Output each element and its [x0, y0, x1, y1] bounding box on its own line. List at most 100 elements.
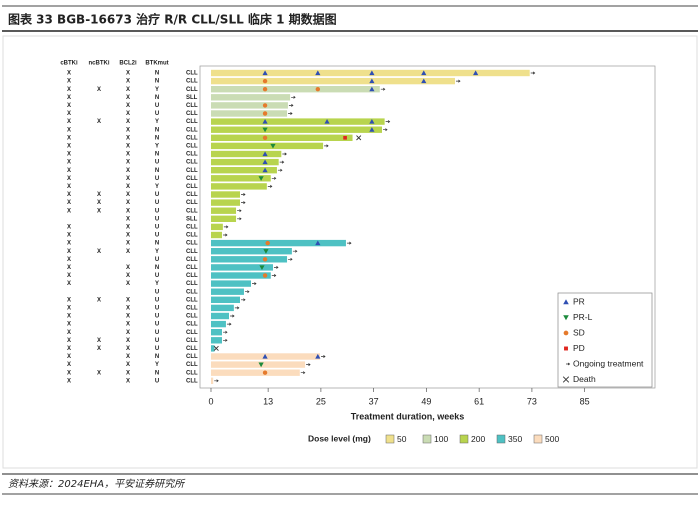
pr-l-marker [262, 127, 268, 133]
row-flag: X [126, 168, 130, 174]
row-flag: N [155, 241, 159, 247]
row-disease: CLL [186, 224, 198, 230]
row-flag: X [126, 71, 130, 77]
ongoing-marker [383, 128, 388, 132]
row-flag: X [126, 224, 130, 230]
x-tick-label: 85 [580, 396, 590, 406]
row-flag: X [126, 176, 130, 182]
ongoing-marker [530, 71, 536, 75]
row-flag: U [155, 378, 159, 384]
ongoing-marker [300, 371, 306, 375]
row-flag: X [126, 314, 130, 320]
row-flag: X [67, 111, 71, 117]
duration-bar [210, 320, 226, 328]
ongoing-marker [292, 249, 298, 253]
x-tick-label: 73 [527, 396, 537, 406]
pd-marker [343, 135, 347, 140]
pr-marker [315, 353, 321, 359]
row-flag: X [126, 362, 130, 368]
row-disease: CLL [186, 370, 198, 376]
sd-marker [262, 78, 268, 84]
ongoing-marker [346, 241, 352, 245]
row-flag: X [67, 103, 71, 109]
row-flag: X [67, 200, 71, 206]
row-disease: CLL [186, 330, 198, 336]
dose-swatch [533, 434, 543, 444]
row-flag: X [126, 103, 130, 109]
sd-marker [262, 135, 268, 141]
sd-marker [265, 240, 270, 246]
x-tick-label: 37 [369, 396, 379, 406]
duration-bar [210, 288, 244, 295]
row-disease: CLL [186, 103, 198, 109]
ongoing-marker [306, 363, 311, 367]
row-flag: X [67, 297, 71, 303]
row-flag: X [126, 346, 130, 352]
x-tick-label: 49 [421, 396, 431, 406]
ongoing-marker [380, 87, 386, 91]
dose-label: 100 [434, 434, 448, 444]
row-disease: CLL [186, 200, 198, 206]
row-flag: X [126, 200, 130, 206]
x-tick-label: 25 [316, 396, 326, 406]
duration-bar [210, 183, 267, 190]
row-flag: X [126, 241, 130, 247]
row-flag: X [126, 338, 130, 344]
legend-label: SD [573, 327, 585, 337]
column-header: BCL2i [119, 61, 137, 67]
dose-swatch [459, 434, 469, 444]
duration-bar [210, 175, 271, 182]
row-disease: CLL [186, 87, 198, 93]
row-flag: U [155, 330, 159, 336]
duration-bar [210, 256, 288, 263]
row-flag: X [126, 216, 130, 222]
row-flag: X [67, 322, 71, 328]
row-flag: X [67, 119, 71, 125]
pr-l-marker [563, 315, 569, 321]
row-flag: X [97, 370, 101, 376]
duration-bar [210, 134, 353, 141]
row-flag: Y [155, 249, 159, 255]
death-marker [356, 135, 362, 141]
pr-marker [262, 159, 268, 165]
row-flag: U [155, 208, 159, 214]
pr-l-marker [258, 176, 264, 181]
row-disease: CLL [186, 168, 198, 174]
row-flag: X [97, 338, 101, 344]
pr-marker [262, 353, 268, 359]
chart-frame [2, 35, 698, 469]
row-flag: X [67, 176, 71, 182]
row-flag: U [155, 233, 159, 239]
ongoing-marker [455, 79, 461, 83]
row-disease: CLL [186, 119, 198, 125]
row-flag: X [67, 257, 71, 263]
pr-l-marker [258, 362, 264, 368]
ongoing-marker [244, 290, 250, 294]
row-disease: CLL [186, 354, 198, 360]
pr-marker [262, 119, 268, 124]
legend-label: Ongoing treatment [573, 358, 644, 368]
duration-bar [210, 102, 288, 109]
row-flag: U [155, 346, 159, 352]
row-flag: X [126, 249, 130, 255]
row-flag: X [67, 346, 71, 352]
legend-label: PR-L [573, 312, 593, 322]
row-disease: CLL [186, 111, 198, 117]
row-flag: U [155, 273, 159, 279]
row-disease: CLL [186, 79, 198, 85]
pr-marker [315, 70, 321, 76]
row-disease: CLL [186, 127, 198, 133]
row-disease: CLL [186, 346, 198, 352]
row-flag: X [126, 281, 130, 287]
row-flag: X [67, 71, 71, 77]
ongoing-marker [273, 265, 279, 269]
row-flag: U [155, 216, 159, 222]
row-flag: N [155, 168, 159, 174]
row-flag: X [126, 160, 130, 166]
row-flag: X [97, 208, 101, 214]
row-flag: X [97, 119, 101, 125]
pr-marker [473, 70, 479, 76]
duration-bar [210, 329, 222, 336]
row-flag: X [126, 87, 130, 93]
